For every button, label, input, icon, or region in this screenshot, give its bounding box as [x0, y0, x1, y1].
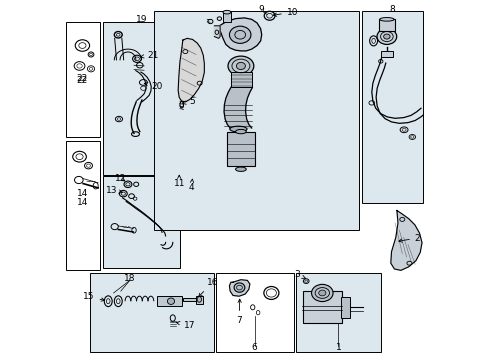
Text: 9: 9 — [258, 5, 264, 14]
Ellipse shape — [383, 34, 389, 39]
Bar — [66, 140, 100, 270]
Text: 14: 14 — [77, 198, 88, 207]
Ellipse shape — [236, 62, 245, 69]
Text: 11: 11 — [173, 175, 184, 188]
Bar — [295, 273, 380, 352]
Polygon shape — [214, 26, 220, 39]
Bar — [302, 291, 341, 323]
Ellipse shape — [197, 297, 201, 302]
Text: 13: 13 — [106, 185, 122, 194]
Bar — [378, 19, 394, 31]
Polygon shape — [390, 211, 421, 270]
Ellipse shape — [234, 283, 244, 292]
Bar — [215, 273, 293, 352]
Bar — [183, 298, 197, 301]
Text: 22: 22 — [77, 75, 88, 84]
Bar — [380, 51, 392, 57]
Ellipse shape — [235, 167, 246, 171]
Ellipse shape — [167, 298, 174, 305]
Ellipse shape — [229, 26, 250, 43]
Bar — [196, 296, 202, 304]
Text: 1: 1 — [335, 343, 341, 352]
Text: 7: 7 — [236, 299, 242, 325]
Bar — [230, 72, 251, 87]
Bar — [102, 176, 180, 268]
Text: 8: 8 — [389, 5, 395, 14]
Text: 2: 2 — [398, 234, 420, 243]
Ellipse shape — [235, 130, 246, 134]
Text: 18: 18 — [124, 274, 135, 283]
Text: 21: 21 — [141, 51, 158, 60]
Text: 5: 5 — [183, 96, 195, 105]
Bar — [90, 273, 214, 352]
Text: 4: 4 — [188, 179, 194, 192]
Ellipse shape — [318, 290, 325, 296]
Polygon shape — [224, 87, 252, 128]
Polygon shape — [219, 18, 261, 51]
Text: 16: 16 — [198, 278, 218, 297]
Ellipse shape — [229, 126, 246, 132]
Text: 17: 17 — [176, 321, 195, 330]
Text: 10: 10 — [273, 8, 298, 17]
Bar — [102, 22, 180, 175]
Text: 14: 14 — [77, 189, 88, 198]
Bar — [223, 12, 230, 22]
Polygon shape — [229, 280, 249, 296]
Bar — [156, 296, 182, 306]
Bar — [341, 297, 349, 318]
Ellipse shape — [379, 18, 393, 21]
Text: 12: 12 — [115, 174, 126, 183]
Ellipse shape — [223, 10, 230, 14]
Text: 22: 22 — [77, 76, 88, 85]
Bar — [66, 22, 100, 137]
Bar — [362, 12, 422, 203]
Ellipse shape — [227, 56, 253, 76]
Text: 6: 6 — [251, 343, 257, 352]
Text: 3: 3 — [294, 270, 305, 279]
Ellipse shape — [311, 284, 332, 302]
Text: 15: 15 — [83, 292, 104, 301]
Text: 20: 20 — [144, 82, 163, 91]
Text: 19: 19 — [135, 15, 147, 24]
Bar — [226, 132, 255, 166]
Bar — [154, 12, 359, 230]
Ellipse shape — [376, 29, 396, 44]
Polygon shape — [178, 39, 204, 102]
